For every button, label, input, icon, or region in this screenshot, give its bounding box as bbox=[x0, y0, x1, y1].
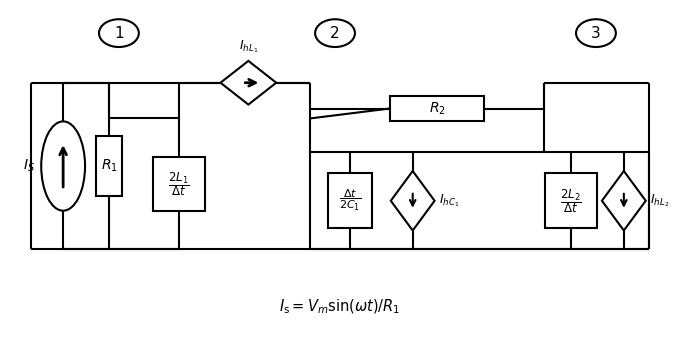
Text: $\dfrac{2L_2}{\Delta t}$: $\dfrac{2L_2}{\Delta t}$ bbox=[560, 187, 582, 215]
Bar bbox=[328, 174, 372, 228]
Text: $I_S$: $I_S$ bbox=[23, 158, 35, 174]
Text: $R_2$: $R_2$ bbox=[428, 100, 445, 117]
Text: 2: 2 bbox=[330, 26, 340, 40]
Text: $I_{\rm s}=V_m\sin(\omega t)/R_1$: $I_{\rm s}=V_m\sin(\omega t)/R_1$ bbox=[279, 298, 401, 316]
Text: $I_{hL_2}$: $I_{hL_2}$ bbox=[650, 192, 669, 209]
Polygon shape bbox=[221, 61, 276, 105]
Polygon shape bbox=[602, 171, 646, 230]
Text: $R_1$: $R_1$ bbox=[100, 158, 117, 174]
Polygon shape bbox=[391, 171, 435, 230]
Text: $I_{hL_1}$: $I_{hL_1}$ bbox=[238, 38, 258, 55]
Text: $\dfrac{2L_1}{\Delta t}$: $\dfrac{2L_1}{\Delta t}$ bbox=[168, 170, 189, 198]
Text: 3: 3 bbox=[591, 26, 601, 40]
Ellipse shape bbox=[41, 121, 85, 211]
Ellipse shape bbox=[576, 19, 616, 47]
Text: $\dfrac{\Delta t}{2C_1}$: $\dfrac{\Delta t}{2C_1}$ bbox=[339, 188, 361, 213]
Bar bbox=[153, 157, 204, 211]
Ellipse shape bbox=[315, 19, 355, 47]
Text: 1: 1 bbox=[114, 26, 124, 40]
Text: $I_{hC_1}$: $I_{hC_1}$ bbox=[439, 192, 459, 209]
Bar bbox=[545, 174, 597, 228]
Bar bbox=[390, 96, 484, 121]
Bar bbox=[96, 136, 122, 196]
Ellipse shape bbox=[99, 19, 139, 47]
